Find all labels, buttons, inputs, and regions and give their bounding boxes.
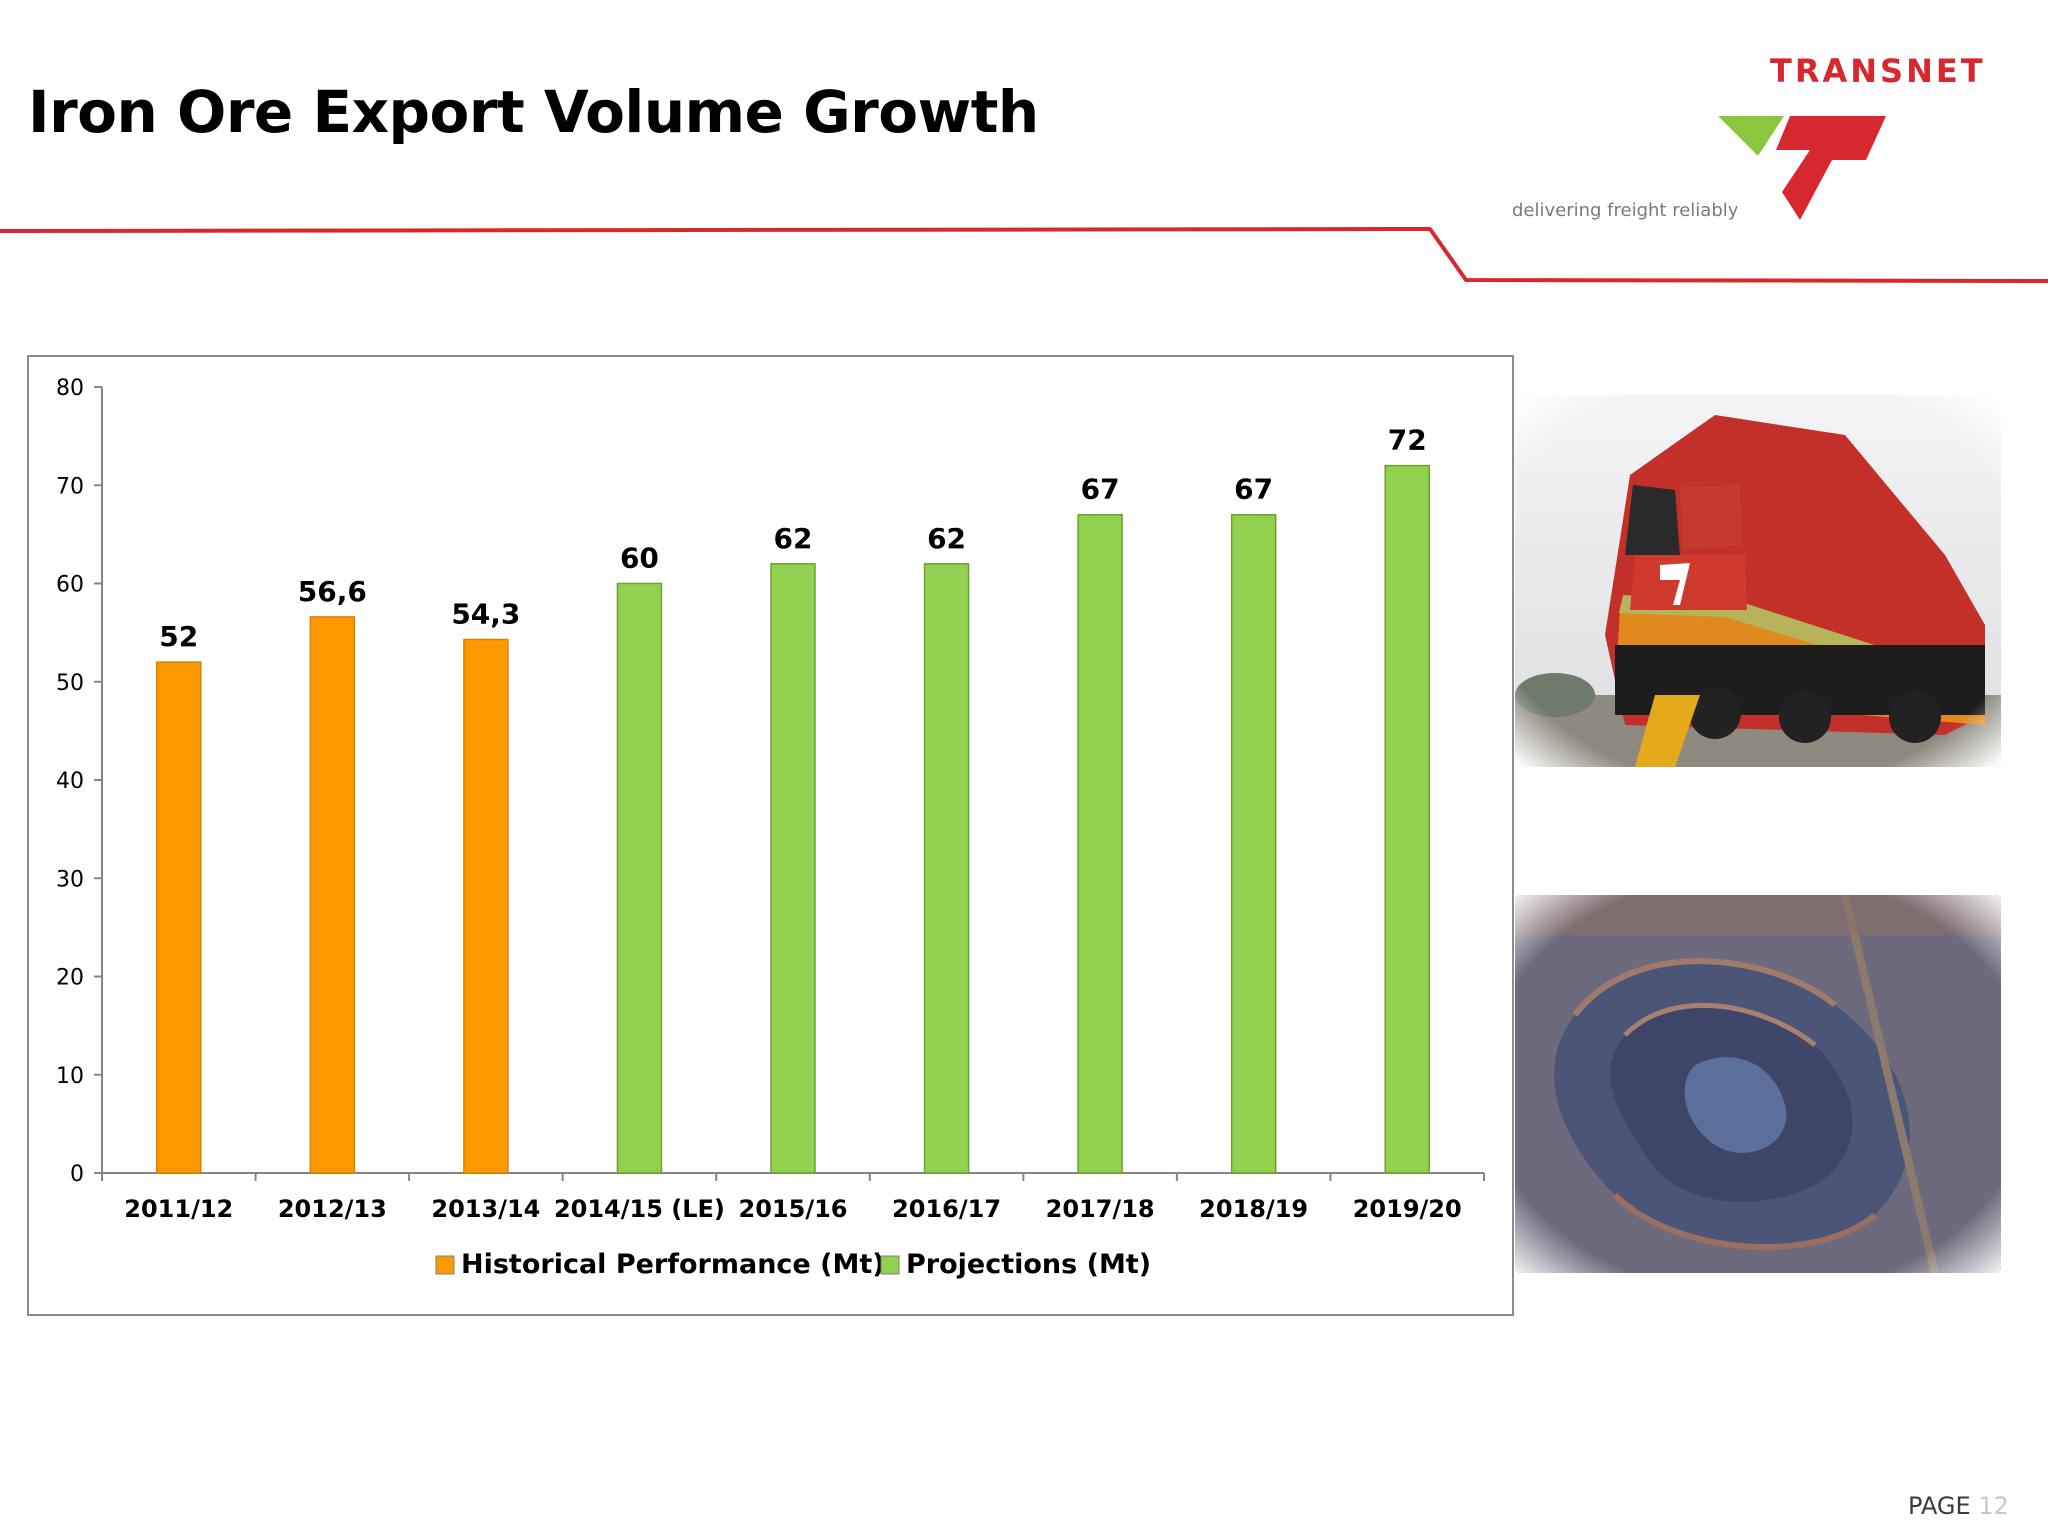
x-axis: 2011/12 2012/13 2013/14 2014/15 (LE) 2015/16… xyxy=(101,1172,1485,1223)
y-tick-label: 50 xyxy=(56,671,84,696)
bar xyxy=(616,582,663,1174)
data-labels: 52 56,6 54,3 60 62 62 67 67 72 xyxy=(159,424,1426,653)
mine-photo xyxy=(1515,895,2001,1273)
bar xyxy=(923,563,970,1174)
x-tick-label: 2019/20 xyxy=(1353,1195,1462,1223)
legend-label: Projections (Mt) xyxy=(906,1249,1151,1280)
x-tick-label: 2015/16 xyxy=(739,1195,848,1223)
x-tick-label: 2012/13 xyxy=(278,1195,387,1223)
x-tick-label: 2013/14 xyxy=(431,1195,540,1223)
transnet-logo-wordmark: TRANSNET xyxy=(1770,52,1986,90)
data-label: 54,3 xyxy=(451,598,520,631)
x-tick-label: 2016/17 xyxy=(892,1195,1001,1223)
bar xyxy=(1077,513,1123,1174)
y-tick-label: 0 xyxy=(70,1162,84,1187)
data-label: 72 xyxy=(1388,424,1427,457)
legend-swatch xyxy=(435,1255,455,1275)
bar xyxy=(770,563,816,1174)
data-label: 52 xyxy=(159,620,198,653)
y-tick-label: 80 xyxy=(56,376,84,401)
page-title: Iron Ore Export Volume Growth xyxy=(28,78,1039,146)
data-label: 67 xyxy=(1234,473,1273,506)
y-tick-label: 60 xyxy=(56,573,84,598)
mine-illustration xyxy=(1515,895,2001,1273)
legend-swatch xyxy=(880,1255,900,1275)
bar xyxy=(1230,513,1277,1174)
y-axis: 0 10 20 30 40 50 60 70 80 xyxy=(56,376,103,1187)
data-label: 67 xyxy=(1081,473,1120,506)
locomotive-illustration xyxy=(1515,395,2001,767)
x-tick-label: 2014/15 (LE) xyxy=(554,1195,725,1223)
bar xyxy=(309,616,356,1174)
locomotive-photo xyxy=(1515,395,2001,767)
y-tick-label: 30 xyxy=(56,867,84,892)
data-label: 60 xyxy=(620,542,659,575)
x-tick-label: 2011/12 xyxy=(124,1195,233,1223)
y-tick-label: 10 xyxy=(56,1064,84,1089)
page-number-footer: PAGE 12 xyxy=(1908,1492,2009,1520)
y-tick-label: 20 xyxy=(56,966,84,991)
bar xyxy=(1384,464,1430,1174)
data-label: 62 xyxy=(927,522,966,555)
logo-tagline: delivering freight reliably xyxy=(1512,200,1739,221)
x-tick-label: 2017/18 xyxy=(1046,1195,1155,1223)
y-tick-label: 70 xyxy=(56,474,84,499)
legend-label: Historical Performance (Mt) xyxy=(461,1249,885,1280)
y-tick-label: 40 xyxy=(56,769,84,794)
bar xyxy=(463,638,509,1174)
data-label: 56,6 xyxy=(298,575,367,608)
data-label: 62 xyxy=(774,522,813,555)
bar xyxy=(156,661,202,1174)
legend: Historical Performance (Mt) Projections (… xyxy=(435,1249,1151,1280)
header-divider-line xyxy=(0,227,2048,283)
chart-frame: 0 10 20 30 40 50 60 70 80 2011/12 2012/13 2013/14 2… xyxy=(27,355,1514,1316)
page-number: 12 xyxy=(1978,1492,2009,1520)
page-label-text: PAGE xyxy=(1908,1492,1971,1520)
bar-series xyxy=(156,464,1430,1174)
transnet-logo-icon xyxy=(1718,116,1886,220)
x-tick-label: 2018/19 xyxy=(1199,1195,1308,1223)
